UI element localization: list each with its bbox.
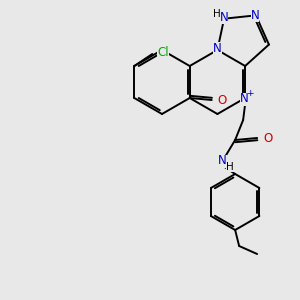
Text: O: O <box>218 94 227 106</box>
Text: H: H <box>226 162 234 172</box>
Text: H: H <box>213 9 221 19</box>
Text: N: N <box>240 92 248 106</box>
Text: O: O <box>263 131 272 145</box>
Text: N: N <box>213 41 222 55</box>
Text: N: N <box>220 11 229 24</box>
Text: Cl: Cl <box>157 46 169 59</box>
Text: +: + <box>246 89 254 98</box>
Text: N: N <box>250 9 259 22</box>
Text: N: N <box>218 154 226 167</box>
